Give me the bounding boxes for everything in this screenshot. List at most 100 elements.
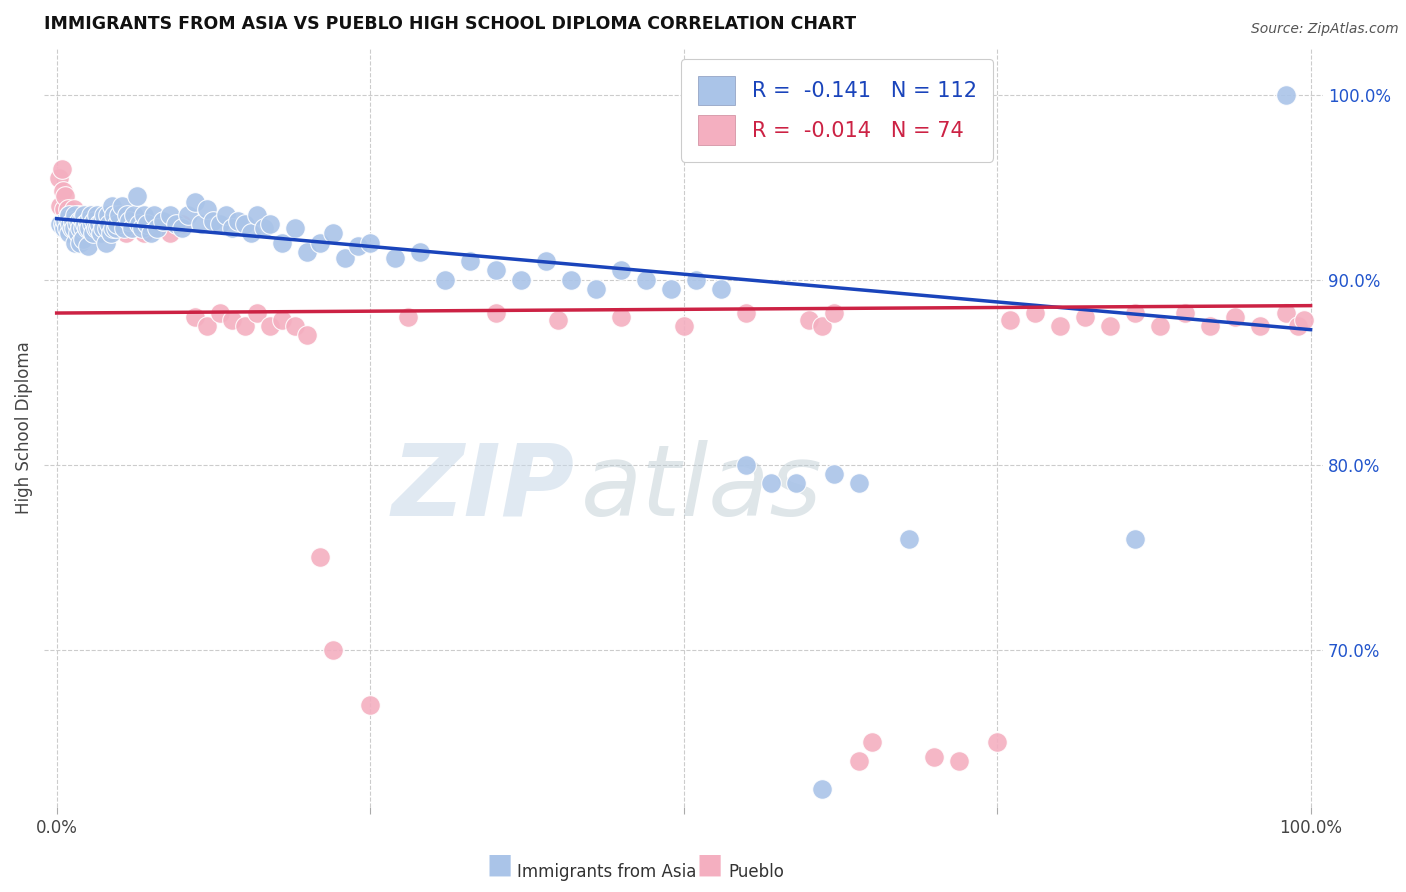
Point	[233, 318, 256, 333]
Point	[297, 328, 319, 343]
Point	[73, 217, 96, 231]
Point	[58, 227, 80, 241]
Point	[1274, 87, 1296, 102]
Point	[848, 476, 870, 491]
Point	[1098, 318, 1121, 333]
Point	[190, 217, 212, 231]
Point	[898, 532, 921, 546]
Point	[1024, 306, 1046, 320]
Point	[359, 698, 381, 713]
Point	[1199, 318, 1222, 333]
Point	[346, 239, 368, 253]
Point	[170, 217, 193, 231]
Point	[139, 227, 162, 241]
Point	[66, 227, 89, 241]
Point	[986, 735, 1008, 749]
Point	[322, 227, 344, 241]
Point	[89, 217, 111, 231]
Point	[56, 202, 79, 217]
Point	[170, 221, 193, 235]
Point	[252, 221, 274, 235]
Point	[87, 227, 110, 241]
Point	[100, 227, 122, 241]
Point	[56, 211, 79, 226]
Point	[259, 217, 281, 231]
Point	[810, 781, 832, 796]
Text: ■: ■	[697, 850, 723, 879]
Point	[228, 213, 250, 227]
Point	[125, 189, 148, 203]
Point	[143, 208, 166, 222]
Point	[59, 217, 82, 231]
Point	[124, 208, 146, 222]
Point	[60, 221, 83, 235]
Point	[183, 310, 205, 324]
Point	[610, 310, 633, 324]
Point	[70, 227, 93, 241]
Point	[101, 221, 124, 235]
Point	[309, 550, 332, 565]
Point	[1123, 532, 1146, 546]
Point	[409, 244, 432, 259]
Point	[333, 251, 356, 265]
Point	[76, 221, 98, 235]
Point	[69, 221, 91, 235]
Point	[72, 221, 94, 235]
Point	[460, 254, 482, 268]
Point	[96, 221, 118, 235]
Point	[69, 235, 91, 250]
Point	[221, 313, 243, 327]
Point	[118, 213, 141, 227]
Point	[634, 273, 657, 287]
Point	[67, 208, 90, 222]
Point	[309, 235, 332, 250]
Point	[80, 217, 103, 231]
Point	[152, 213, 174, 227]
Point	[128, 217, 150, 231]
Point	[121, 221, 143, 235]
Point	[159, 227, 181, 241]
Point	[53, 202, 76, 217]
Point	[55, 213, 77, 227]
Point	[79, 208, 101, 222]
Point	[136, 217, 159, 231]
Point	[1049, 318, 1071, 333]
Point	[1174, 306, 1197, 320]
Point	[183, 194, 205, 209]
Point	[55, 189, 77, 203]
Point	[63, 221, 86, 235]
Point	[659, 282, 682, 296]
Point	[86, 208, 108, 222]
Point	[434, 273, 457, 287]
Point	[761, 476, 783, 491]
Point	[94, 235, 117, 250]
Point	[509, 273, 531, 287]
Point	[134, 208, 156, 222]
Legend: R =  -0.141   N = 112, R =  -0.014   N = 74: R = -0.141 N = 112, R = -0.014 N = 74	[681, 59, 994, 161]
Point	[90, 213, 112, 227]
Point	[112, 221, 135, 235]
Point	[55, 221, 77, 235]
Point	[396, 310, 419, 324]
Point	[271, 235, 294, 250]
Point	[202, 213, 225, 227]
Point	[51, 161, 73, 176]
Point	[82, 227, 104, 241]
Point	[560, 273, 582, 287]
Point	[297, 244, 319, 259]
Point	[121, 221, 143, 235]
Point	[72, 232, 94, 246]
Point	[823, 306, 845, 320]
Point	[284, 221, 307, 235]
Point	[76, 221, 98, 235]
Point	[685, 273, 707, 287]
Point	[672, 318, 695, 333]
Point	[284, 318, 307, 333]
Point	[96, 227, 118, 241]
Point	[860, 735, 883, 749]
Point	[146, 221, 169, 235]
Point	[547, 313, 569, 327]
Point	[90, 217, 112, 231]
Point	[67, 213, 90, 227]
Point	[924, 750, 946, 764]
